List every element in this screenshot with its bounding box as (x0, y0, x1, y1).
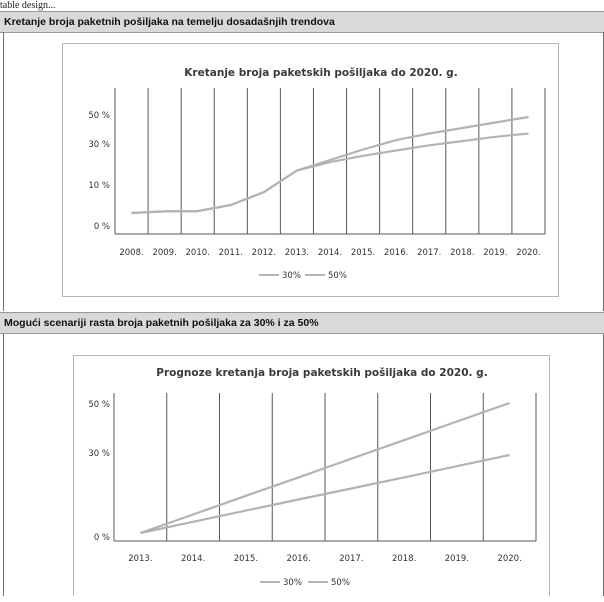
caption: table design... (0, 0, 56, 11)
x-tick-label: 2008. (119, 248, 143, 258)
chart-title: Kretanje broja paketskih pošiljaka do 20… (184, 67, 457, 79)
x-tick-label: 2013. (285, 248, 309, 258)
y-tick-label: 50 % (88, 400, 110, 410)
x-tick-label: 2015. (351, 248, 375, 258)
x-tick-label: 2016. (384, 248, 408, 258)
x-tick-label: 2014. (181, 554, 205, 564)
x-tick-label: 2018. (450, 248, 474, 258)
table-border-left (3, 32, 4, 311)
y-tick-label: 30 % (88, 140, 110, 150)
line-chart-2: Prognoze kretanja broja paketskih pošilj… (88, 367, 537, 588)
y-tick-label: 0 % (94, 222, 110, 232)
series-line-30pct (131, 132, 529, 215)
x-tick-label: 2012. (252, 248, 276, 258)
y-tick-label: 30 % (88, 449, 110, 459)
x-tick-label: 2020. (497, 554, 521, 564)
y-tick-label: 50 % (88, 111, 110, 121)
legend-label: 50% (331, 578, 350, 588)
x-tick-label: 2017. (339, 554, 363, 564)
x-tick-label: 2017. (417, 248, 441, 258)
x-tick-label: 2015. (234, 554, 258, 564)
chart-frame-2: Prognoze kretanja broja paketskih pošilj… (73, 355, 550, 596)
x-tick-label: 2009. (152, 248, 176, 258)
series-line-50pct (140, 401, 510, 535)
y-tick-label: 10 % (88, 181, 110, 191)
section-title: Mogući scenariji rasta broja paketnih po… (4, 317, 319, 329)
x-tick-label: 2013. (128, 554, 152, 564)
x-tick-label: 2011. (219, 248, 243, 258)
series-line-30pct (140, 453, 510, 535)
x-tick-label: 2019. (483, 248, 507, 258)
x-tick-label: 2016. (286, 554, 310, 564)
x-tick-label: 2018. (392, 554, 416, 564)
x-tick-label: 2020. (516, 248, 540, 258)
series-line-50pct (131, 115, 529, 215)
legend-label: 30% (282, 271, 301, 281)
y-tick-label: 0 % (94, 533, 110, 543)
chart-frame-1: Kretanje broja paketskih pošiljaka do 20… (62, 43, 559, 297)
table-border-left (3, 334, 4, 596)
chart-title: Prognoze kretanja broja paketskih pošilj… (156, 367, 487, 379)
x-tick-label: 2010. (186, 248, 210, 258)
section-title: Kretanje broja paketnih pošiljaka na tem… (4, 16, 335, 28)
x-tick-label: 2014. (318, 248, 342, 258)
legend-label: 30% (283, 578, 302, 588)
legend-label: 50% (328, 271, 347, 281)
section-header-trends: Kretanje broja paketnih pošiljaka na tem… (0, 11, 604, 33)
line-chart-1: Kretanje broja paketskih pošiljaka do 20… (88, 67, 546, 281)
x-tick-label: 2019. (445, 554, 469, 564)
section-header-scenarios: Mogući scenariji rasta broja paketnih po… (0, 312, 604, 334)
